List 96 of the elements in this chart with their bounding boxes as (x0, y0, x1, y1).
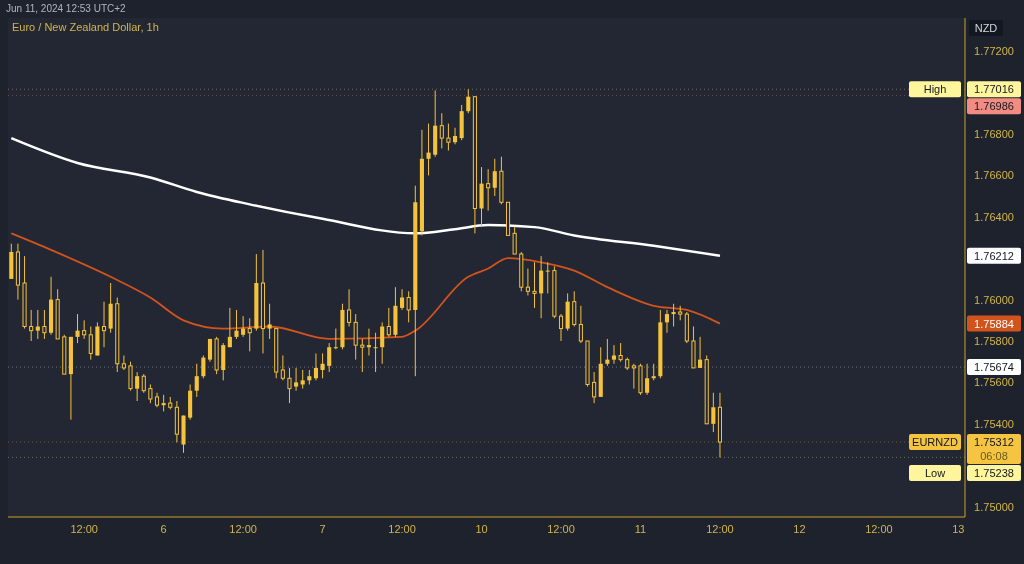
candlestick (545, 261, 550, 294)
candlestick (313, 352, 319, 381)
candlestick (664, 309, 670, 334)
x-tick-label: 12:00 (229, 523, 257, 535)
candlestick (234, 309, 239, 340)
candlestick (605, 338, 610, 367)
candlestick (247, 317, 252, 352)
chart-subtitle: Jun 11, 2024 12:53 UTC+2 (6, 3, 127, 14)
candlestick (618, 342, 623, 363)
candlestick (592, 371, 597, 404)
text: 1.77016 (974, 83, 1014, 96)
candlestick (439, 112, 444, 149)
ref-line-label: EURNZD (912, 436, 958, 449)
text: 1.75312 (974, 436, 1014, 449)
candlestick (466, 88, 471, 114)
candlestick (294, 367, 299, 392)
candlestick (300, 369, 305, 390)
legend-label: Low (924, 467, 946, 480)
y-tick-label: 1.76400 (974, 210, 1014, 223)
candlestick (327, 342, 332, 373)
candlestick (532, 261, 537, 309)
text: 06:08 (980, 450, 1008, 463)
candlestick (35, 309, 40, 340)
candlestick (446, 123, 451, 152)
candlestick (711, 392, 716, 433)
candlestick (101, 301, 107, 348)
candlestick (525, 268, 530, 296)
candlestick (333, 328, 338, 350)
candlestick (572, 290, 577, 328)
y-tick-label: 1.75400 (974, 417, 1014, 430)
x-tick-label: 10 (475, 523, 488, 535)
candlestick (201, 355, 206, 379)
candlestick (360, 338, 365, 373)
x-tick-label: 12:00 (388, 523, 416, 535)
y-tick-label: 1.76000 (974, 293, 1014, 306)
x-tick-label: 7 (319, 523, 326, 535)
text: 1.76986 (974, 100, 1014, 113)
x-tick-label: 11 (634, 523, 647, 535)
candlestick (128, 361, 133, 392)
candlestick (88, 326, 93, 361)
y-tick-label: 1.76600 (974, 169, 1014, 182)
candlestick (611, 344, 617, 365)
candlestick (320, 352, 325, 379)
line-series (10, 232, 721, 340)
candlestick (539, 255, 544, 319)
candlestick (645, 363, 650, 396)
candlestick (698, 336, 703, 369)
text: 1.75674 (974, 361, 1014, 374)
candlestick (578, 305, 583, 344)
x-tick-label: 13 (952, 523, 965, 535)
candlestick (512, 226, 517, 255)
text: 1.75884 (974, 317, 1014, 330)
candlestick (121, 355, 126, 371)
ref-line-label: High (923, 83, 947, 96)
candlestick (267, 303, 272, 340)
x-tick-label: 12:00 (547, 523, 575, 535)
candlestick (227, 307, 232, 348)
text: 1.75238 (974, 467, 1014, 480)
line-series (10, 136, 722, 257)
candlestick (452, 127, 458, 145)
candlestick (347, 288, 352, 328)
candlestick (135, 371, 140, 402)
y-tick-label: 1.76800 (974, 127, 1014, 140)
candlestick (194, 363, 199, 398)
y-tick-label: 1.75600 (974, 376, 1014, 389)
x-tick-label: 6 (160, 523, 167, 535)
x-tick-label: 12:00 (865, 523, 893, 535)
y-tick-label: 1.75000 (974, 500, 1014, 513)
candlestick (380, 321, 385, 365)
candlestick (406, 290, 411, 323)
candlestick (486, 168, 491, 212)
candlestick (42, 309, 47, 340)
candlestick (287, 367, 292, 404)
chart-title: Euro / New Zealand Dollar, 1h (12, 21, 159, 33)
candlestick (386, 307, 391, 338)
text: 1.76212 (974, 249, 1014, 262)
y-axis-title: NZD (974, 22, 998, 34)
candlestick (492, 158, 497, 197)
candlestick (426, 123, 431, 176)
x-tick-label: 12:00 (70, 523, 98, 535)
x-tick-label: 12 (793, 523, 806, 535)
y-tick-label: 1.75800 (974, 335, 1014, 347)
candlestick (29, 309, 34, 342)
x-tick-label: 12:00 (706, 523, 734, 535)
candlestick (75, 313, 80, 344)
y-tick-label: 1.77200 (974, 45, 1014, 58)
candlestick (141, 373, 146, 394)
candlestick (280, 355, 285, 381)
candlestick (631, 363, 636, 390)
candlestick (400, 288, 405, 311)
candlestick (558, 313, 564, 342)
candlestick (373, 332, 378, 373)
candlestick (353, 313, 358, 361)
candlestick (241, 315, 246, 338)
candlestick (148, 383, 153, 404)
candlestick (82, 319, 87, 340)
